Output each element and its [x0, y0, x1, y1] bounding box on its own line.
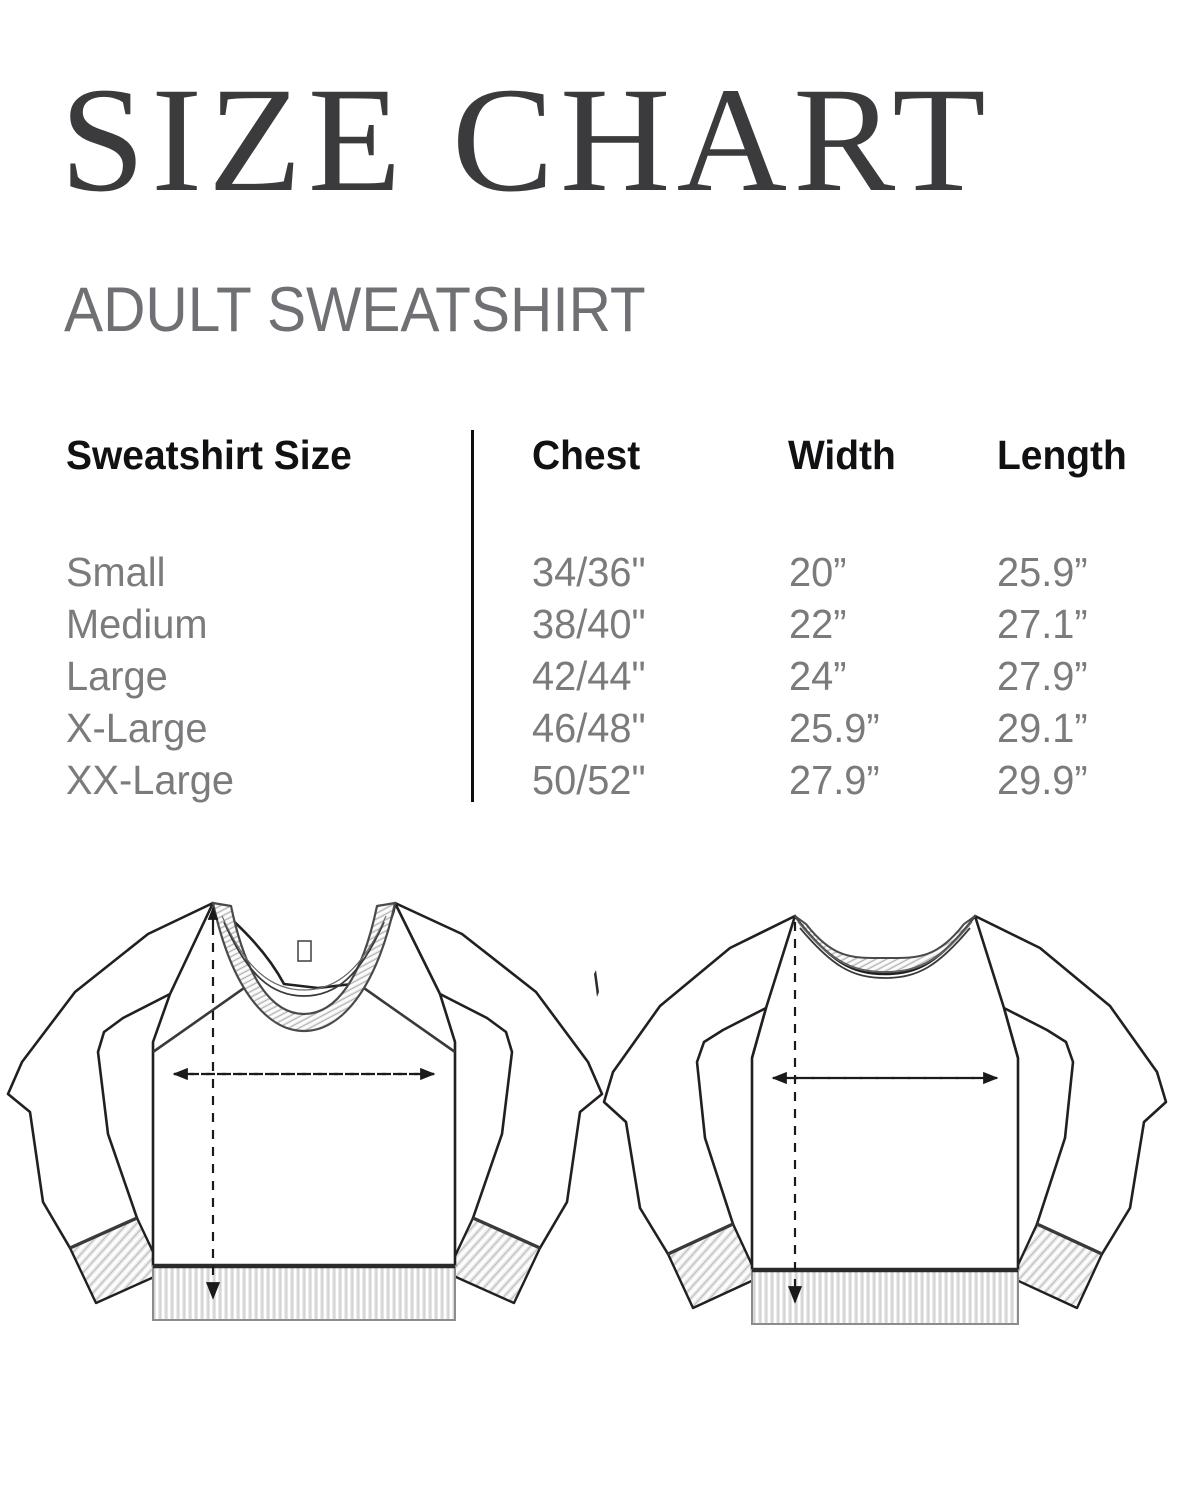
column-header-size: Sweatshirt Size	[66, 432, 352, 478]
sweatshirt-front-view	[6, 901, 604, 1321]
sweatshirt-back-view	[602, 914, 1168, 1325]
table-row: X-Large	[66, 705, 208, 751]
front-left-sleeve	[6, 901, 214, 1250]
back-right-cuff-seam	[1036, 1222, 1103, 1256]
table-cell-length: 29.9”	[997, 757, 1088, 803]
back-armhole-left	[750, 1007, 768, 1059]
page-subtitle: ADULT SWEATSHIRT	[64, 275, 646, 345]
back-neck-inner-line-2	[797, 921, 973, 973]
table-cell-width: 20”	[789, 549, 847, 595]
front-hem-rib	[152, 1265, 456, 1321]
back-armhole-right	[1002, 1007, 1020, 1059]
table-column-divider	[471, 430, 474, 802]
front-left-cuff-seam	[69, 1216, 138, 1250]
back-left-sleeve	[602, 914, 796, 1256]
table-row: Medium	[66, 601, 208, 647]
table-cell-length: 29.1”	[997, 705, 1088, 751]
front-neck-label-tab	[297, 940, 312, 962]
table-cell-chest: 50/52"	[532, 757, 646, 803]
table-cell-width: 27.9”	[789, 757, 880, 803]
column-header-length: Length	[997, 432, 1127, 478]
table-row: Small	[66, 549, 166, 595]
column-header-width: Width	[788, 432, 896, 478]
back-hem-rib	[751, 1269, 1019, 1325]
table-cell-chest: 46/48"	[532, 705, 646, 751]
front-neck-rib	[211, 901, 397, 1033]
back-left-cuff-seam	[667, 1222, 734, 1256]
table-cell-chest: 34/36"	[532, 549, 646, 595]
back-right-sleeve	[974, 914, 1168, 1256]
stray-tick-mark	[594, 970, 599, 997]
front-neck-inner-line	[223, 921, 385, 997]
page-title: SIZE CHART	[60, 57, 992, 223]
table-cell-chest: 38/40"	[532, 601, 646, 647]
table-cell-width: 22”	[789, 601, 847, 647]
table-cell-width: 24”	[789, 653, 847, 699]
back-neck-inner-line	[799, 927, 971, 979]
table-cell-length: 25.9”	[997, 549, 1088, 595]
table-cell-length: 27.9”	[997, 653, 1088, 699]
front-right-cuff-seam	[472, 1216, 541, 1250]
table-row: XX-Large	[66, 757, 235, 803]
front-neck-inner-line-2	[221, 915, 387, 991]
table-cell-length: 27.1”	[997, 601, 1088, 647]
column-header-chest: Chest	[532, 432, 641, 478]
table-row: Large	[66, 653, 168, 699]
front-right-sleeve	[394, 901, 604, 1250]
table-cell-chest: 42/44"	[532, 653, 646, 699]
garment-illustrations	[0, 866, 1200, 1366]
table-cell-width: 25.9”	[789, 705, 880, 751]
